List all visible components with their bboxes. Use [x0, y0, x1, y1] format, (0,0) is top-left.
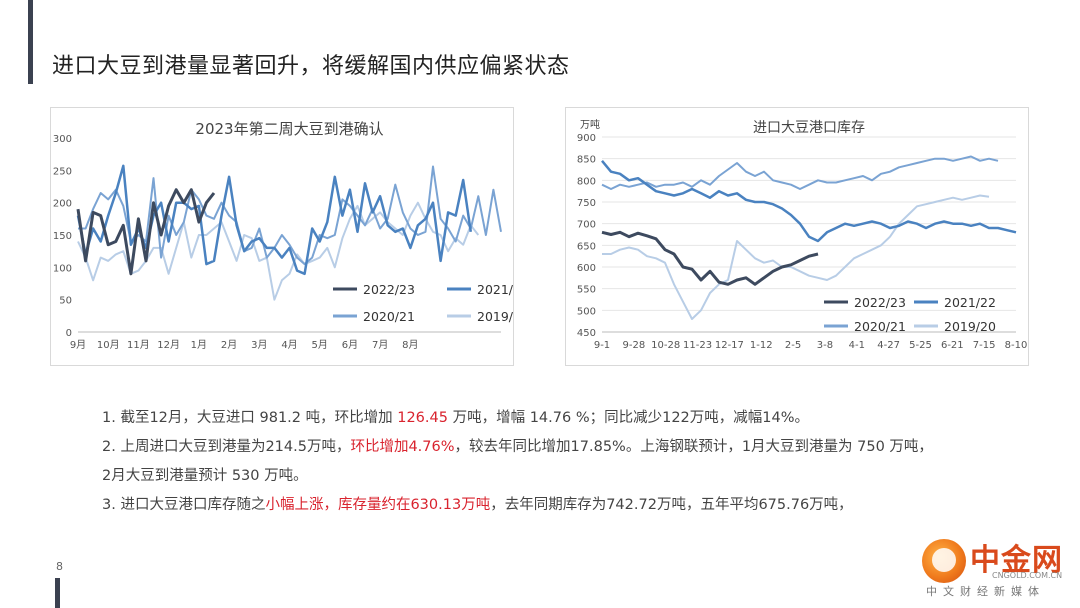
y-tick-label: 150	[53, 231, 72, 242]
x-tick-label: 2-5	[785, 340, 801, 351]
x-tick-label: 12-17	[715, 340, 744, 351]
y-tick-label: 450	[577, 328, 596, 339]
y-tick-label: 100	[53, 263, 72, 274]
note-text: 1. 截至12月，大豆进口 981.2 吨，环比增加	[102, 410, 398, 426]
logo-mark-icon	[922, 539, 966, 583]
chart-arrivals: 2023年第二周大豆到港确认 0 50 100 150 200 250 300 9月 10月 11月…	[53, 120, 529, 351]
x-tick-label: 7-15	[973, 340, 996, 351]
series-line-2022/23	[76, 188, 216, 276]
legend-label: 2021/22	[477, 282, 513, 297]
x-tick-label: 11月	[127, 339, 150, 351]
note-text: 万吨，增幅 14.76 %；同比减少122万吨，减幅14%。	[447, 410, 810, 426]
legend-label: 2020/21	[363, 309, 415, 324]
brand-logo: 中金网 CNGOLD.COM.CN 中文财经新媒体	[922, 535, 1072, 601]
x-tick-label: 8月	[402, 339, 418, 351]
x-tick-label: 7月	[372, 339, 388, 351]
x-tick-label: 11-23	[683, 340, 712, 351]
note-line: 2. 上周进口大豆到港量为214.5万吨，环比增加4.76%，较去年同比增加17…	[102, 433, 933, 462]
x-tick-label: 5月	[312, 339, 328, 351]
x-tick-label: 2月	[221, 339, 237, 351]
note-text: 3. 进口大豆港口库存随之	[102, 497, 266, 513]
y-tick-label: 550	[577, 285, 596, 296]
note-line: 3. 进口大豆港口库存随之小幅上涨，库存量约在630.13万吨，去年同期库存为7…	[102, 491, 933, 520]
series-line-2019/20	[602, 194, 990, 320]
legend-label: 2020/21	[854, 319, 906, 334]
y-tick-label: 600	[577, 263, 596, 274]
y-tick-label: 300	[53, 134, 72, 145]
series-line-2019/20	[77, 201, 480, 301]
note-line: 2月大豆到港量预计 530 万吨。	[102, 462, 933, 491]
y-tick-label: 200	[53, 199, 72, 210]
y-tick-label: 750	[577, 198, 596, 209]
note-text: 2. 上周进口大豆到港量为214.5万吨，	[102, 439, 351, 455]
x-tick-label: 4月	[281, 339, 297, 351]
x-tick-label: 10月	[97, 339, 120, 351]
x-tick-label: 6月	[342, 339, 358, 351]
legend-label: 2022/23	[363, 282, 415, 297]
x-tick-label: 3-8	[817, 340, 833, 351]
note-text: ，较去年同比增加17.85%。上海钢联预计，1月大豆到港量为 750 万吨，	[454, 439, 933, 455]
x-tick-label: 9月	[70, 339, 86, 351]
series-line-2020/21	[601, 155, 999, 190]
logo-site: CNGOLD.COM.CN	[992, 571, 1063, 580]
x-tick-label: 3月	[251, 339, 267, 351]
legend-label: 2019/20	[477, 309, 513, 324]
note-highlight: 126.45	[397, 410, 448, 426]
series-line-2022/23	[601, 230, 819, 286]
x-tick-label: 4-27	[877, 340, 900, 351]
legend-label: 2021/22	[944, 295, 996, 310]
y-tick-label: 650	[577, 241, 596, 252]
x-tick-label: 6-21	[941, 340, 964, 351]
logo-name: 中金网	[970, 543, 1063, 578]
y-axis-label: 万吨	[580, 118, 600, 131]
x-tick-label: 9-1	[594, 340, 610, 351]
page-number: 8	[56, 560, 63, 573]
x-tick-label: 5-25	[909, 340, 932, 351]
x-tick-label: 9-28	[622, 340, 645, 351]
y-tick-label: 900	[577, 133, 596, 144]
chart-inventory: 进口大豆港口库存 万吨 450 500 550 600 650 700 750 800 850 900…	[577, 118, 1028, 351]
note-highlight: 环比增加4.76%	[350, 439, 455, 455]
series-line-2021/22	[601, 160, 1017, 243]
logo-tagline: 中文财经新媒体	[926, 585, 1045, 598]
y-tick-label: 500	[577, 306, 596, 317]
x-tick-label: 4-1	[849, 340, 865, 351]
x-tick-label: 1月	[191, 339, 207, 351]
accent-bar-bottom	[55, 578, 60, 608]
chart-arrivals-panel: 2023年第二周大豆到港确认 0 50 100 150 200 250 300 9月 10月 11月…	[50, 107, 529, 366]
note-line: 1. 截至12月，大豆进口 981.2 吨，环比增加 126.45 万吨，增幅 …	[102, 404, 933, 433]
legend-label: 2022/23	[854, 295, 906, 310]
note-text: 2月大豆到港量预计 530 万吨。	[102, 468, 308, 484]
chart-title: 进口大豆港口库存	[753, 120, 865, 136]
y-tick-label: 850	[577, 155, 596, 166]
y-tick-label: 250	[53, 166, 72, 177]
y-tick-label: 50	[59, 296, 72, 307]
y-tick-label: 0	[66, 328, 72, 339]
x-tick-label: 12月	[157, 339, 180, 351]
chart-inventory-panel: 进口大豆港口库存 万吨 450 500 550 600 650 700 750 800 850 900…	[565, 107, 1029, 366]
x-tick-label: 10-28	[651, 340, 680, 351]
x-tick-label: 1-12	[750, 340, 773, 351]
y-tick-label: 800	[577, 176, 596, 187]
note-text: ，去年同期库存为742.72万吨，五年平均675.76万吨，	[490, 497, 853, 513]
x-tick-label: 8-10	[1005, 340, 1028, 351]
y-tick-label: 700	[577, 220, 596, 231]
notes-block: 1. 截至12月，大豆进口 981.2 吨，环比增加 126.45 万吨，增幅 …	[102, 404, 933, 520]
slide-title: 进口大豆到港量显著回升，将缓解国内供应偏紧状态	[52, 54, 570, 79]
accent-bar-top	[28, 0, 33, 84]
chart-title: 2023年第二周大豆到港确认	[195, 120, 383, 138]
legend-label: 2019/20	[944, 319, 996, 334]
note-highlight: 小幅上涨，库存量约在630.13万吨	[265, 497, 491, 513]
series-line-2020/21	[78, 165, 502, 266]
